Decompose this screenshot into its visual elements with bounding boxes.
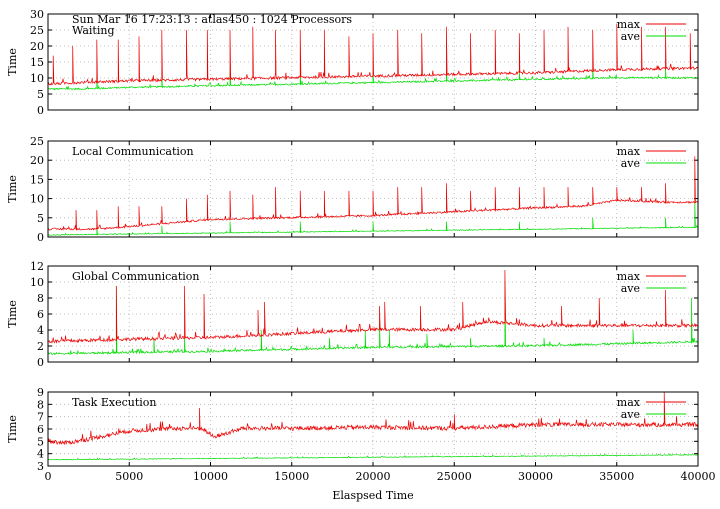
y-tick-label: 2 bbox=[37, 340, 44, 353]
y-tick-label: 5 bbox=[37, 212, 44, 225]
plot-frame bbox=[47, 265, 699, 363]
y-axis-label: Time bbox=[6, 48, 19, 76]
series-line-ave bbox=[48, 281, 698, 356]
x-tick-label: 35000 bbox=[599, 470, 634, 483]
series-line-max bbox=[48, 392, 698, 446]
x-axis-label: Elaspsed Time bbox=[332, 489, 413, 502]
y-tick-label: 15 bbox=[30, 56, 44, 69]
panel-title: Local Communication bbox=[72, 145, 194, 158]
y-tick-label: 30 bbox=[30, 8, 44, 21]
series-line-max bbox=[48, 23, 698, 86]
y-tick-label: 0 bbox=[37, 231, 44, 244]
y-axis-label: Time bbox=[6, 300, 19, 328]
panel-title: Global Communication bbox=[72, 270, 200, 283]
y-tick-label: 20 bbox=[30, 40, 44, 53]
plot-frame bbox=[47, 13, 699, 111]
y-tick-label: 15 bbox=[30, 173, 44, 186]
chart-header: Sun Mar 16 17:23:13 : atlas450 : 1024 Pr… bbox=[72, 13, 352, 26]
x-tick-label: 10000 bbox=[193, 470, 228, 483]
y-tick-label: 4 bbox=[37, 324, 44, 337]
y-tick-label: 10 bbox=[30, 72, 44, 85]
x-tick-label: 0 bbox=[45, 470, 52, 483]
legend-label-max: max bbox=[617, 18, 641, 31]
x-tick-label: 40000 bbox=[681, 470, 716, 483]
series-line-ave bbox=[48, 68, 698, 91]
legend-label-max: max bbox=[617, 396, 641, 409]
y-tick-label: 4 bbox=[37, 448, 44, 461]
y-tick-label: 25 bbox=[30, 135, 44, 148]
y-tick-label: 6 bbox=[37, 308, 44, 321]
legend-label-ave: ave bbox=[621, 282, 640, 295]
x-tick-label: 5000 bbox=[115, 470, 143, 483]
x-tick-label: 25000 bbox=[437, 470, 472, 483]
y-tick-label: 25 bbox=[30, 24, 44, 37]
y-tick-label: 5 bbox=[37, 88, 44, 101]
series-line-ave bbox=[48, 453, 698, 461]
x-tick-label: 15000 bbox=[274, 470, 309, 483]
legend-label-max: max bbox=[617, 270, 641, 283]
y-tick-label: 0 bbox=[37, 356, 44, 369]
y-tick-label: 10 bbox=[30, 193, 44, 206]
panel-title: Waiting bbox=[72, 24, 115, 37]
y-tick-label: 7 bbox=[37, 411, 44, 424]
legend-label-ave: ave bbox=[621, 30, 640, 43]
series-line-ave bbox=[48, 198, 698, 236]
y-tick-label: 0 bbox=[37, 104, 44, 117]
y-tick-label: 5 bbox=[37, 435, 44, 448]
y-axis-label: Time bbox=[6, 175, 19, 203]
legend-label-ave: ave bbox=[621, 157, 640, 170]
x-tick-label: 30000 bbox=[518, 470, 553, 483]
y-tick-label: 10 bbox=[30, 276, 44, 289]
y-tick-label: 20 bbox=[30, 154, 44, 167]
plot-frame bbox=[47, 140, 699, 238]
panel-title: Task Execution bbox=[72, 396, 156, 409]
legend-label-max: max bbox=[617, 145, 641, 158]
y-tick-label: 3 bbox=[37, 460, 44, 473]
y-tick-label: 6 bbox=[37, 423, 44, 436]
y-tick-label: 8 bbox=[37, 398, 44, 411]
y-tick-label: 8 bbox=[37, 292, 44, 305]
y-tick-label: 9 bbox=[37, 386, 44, 399]
x-tick-label: 20000 bbox=[356, 470, 391, 483]
series-line-max bbox=[48, 269, 698, 344]
plot-frame bbox=[47, 391, 699, 467]
y-tick-label: 12 bbox=[30, 260, 44, 273]
series-line-max bbox=[48, 156, 698, 231]
legend-label-ave: ave bbox=[621, 408, 640, 421]
y-axis-label: Time bbox=[6, 415, 19, 443]
